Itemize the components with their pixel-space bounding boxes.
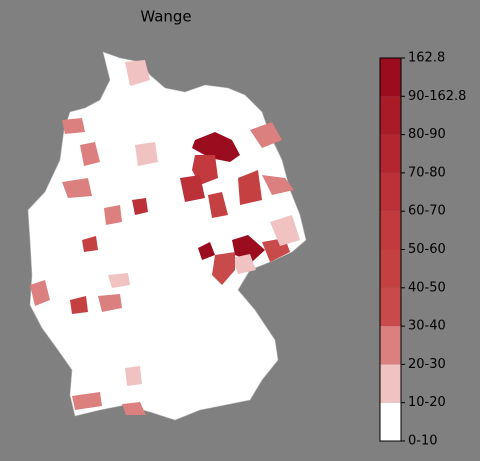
colorbar-segment xyxy=(380,58,401,97)
colorbar-label: 162.8 xyxy=(408,51,445,66)
region xyxy=(30,280,50,306)
colorbar-label: 90-162.8 xyxy=(408,89,466,104)
region xyxy=(108,273,130,288)
region xyxy=(62,118,85,134)
region xyxy=(262,175,294,195)
region xyxy=(125,60,150,86)
colorbar-segment xyxy=(380,96,401,135)
colorbar-label: 20-30 xyxy=(408,357,446,372)
region xyxy=(192,132,240,162)
colorbar-segment xyxy=(380,249,401,288)
region xyxy=(125,366,142,386)
region xyxy=(70,296,88,314)
colorbar-segment xyxy=(380,402,401,441)
region xyxy=(180,175,205,202)
germany-map xyxy=(27,51,307,421)
colorbar-label: 50-60 xyxy=(408,242,446,257)
colorbar-label: 40-50 xyxy=(408,280,446,295)
region xyxy=(80,142,100,166)
region xyxy=(82,236,98,252)
region xyxy=(212,252,235,285)
region xyxy=(270,215,300,246)
region xyxy=(62,178,92,198)
region xyxy=(122,402,146,415)
region xyxy=(232,254,256,274)
colorbar-segment xyxy=(380,326,401,365)
colorbar-segment xyxy=(380,287,401,327)
colorbar-segment xyxy=(380,364,401,403)
region xyxy=(72,392,102,410)
country-outline xyxy=(27,51,307,421)
colorbar-label: 10-20 xyxy=(408,395,446,410)
region xyxy=(250,122,282,148)
region xyxy=(208,192,228,218)
colorbar-segment xyxy=(380,172,401,212)
region xyxy=(238,170,262,205)
colorbar-label: 70-80 xyxy=(408,165,446,180)
region xyxy=(135,142,158,166)
colorbar-label: 30-40 xyxy=(408,319,446,334)
region xyxy=(198,242,215,260)
map-title: Wange xyxy=(140,8,191,26)
region xyxy=(232,235,265,262)
colorbar-label: 0-10 xyxy=(408,434,438,449)
colorbar-segment xyxy=(380,211,401,250)
colorbar-segment xyxy=(380,134,401,173)
colorbar-label: 60-70 xyxy=(408,204,446,219)
region xyxy=(132,198,148,215)
region xyxy=(98,294,122,312)
region xyxy=(104,205,122,225)
colorbar-label: 80-90 xyxy=(408,127,446,142)
